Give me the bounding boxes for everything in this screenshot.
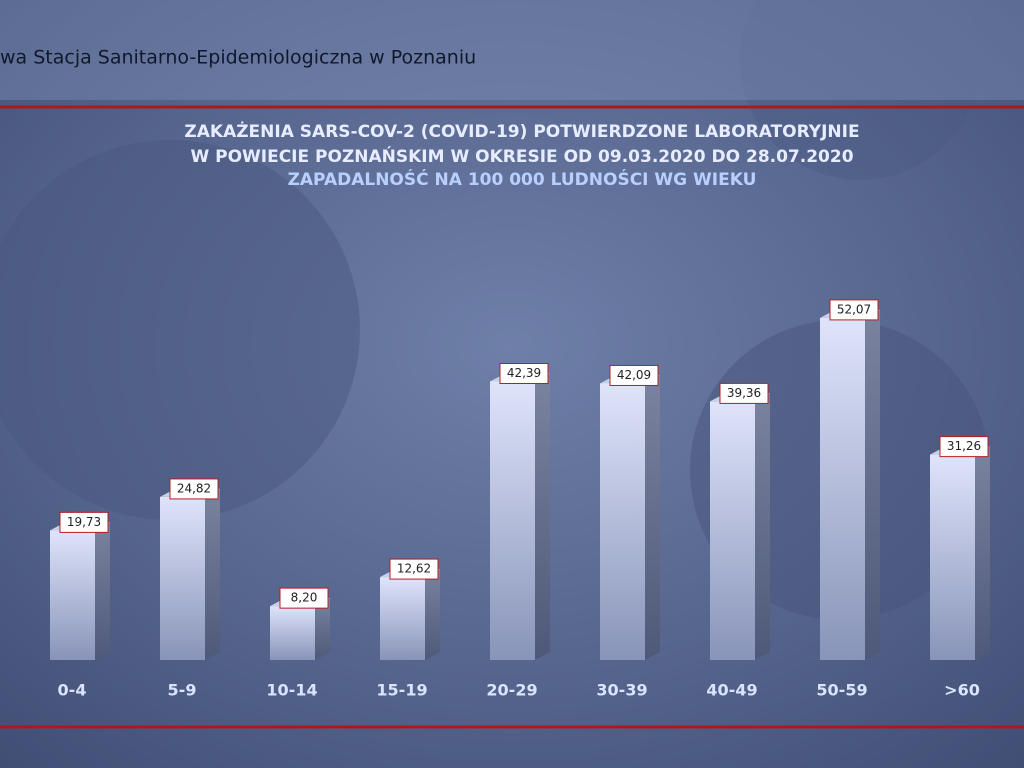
bar-side xyxy=(95,522,110,660)
bar xyxy=(160,496,205,660)
value-label-box xyxy=(939,436,989,458)
value-label-box xyxy=(499,362,549,384)
bar-side xyxy=(865,309,880,660)
value-label-box xyxy=(169,478,219,500)
bar-side xyxy=(975,446,990,660)
bar-side xyxy=(425,569,440,660)
header-text: wa Stacja Sanitarno-Epidemiologiczna w P… xyxy=(0,47,476,69)
bar xyxy=(930,454,975,660)
subtitle: ZAPADALNOŚĆ NA 100 000 LUDNOŚCI WG WIEKU xyxy=(288,168,757,190)
bar-side xyxy=(755,393,770,660)
bar xyxy=(50,530,95,660)
category-label: 30-39 xyxy=(596,681,647,700)
value-label-box xyxy=(609,364,659,386)
category-label: 10-14 xyxy=(266,681,317,700)
virus-shape xyxy=(740,0,980,180)
value-label: 8,20 xyxy=(291,591,318,605)
value-label: 19,73 xyxy=(67,515,101,529)
value-label-box xyxy=(719,382,769,404)
value-label: 12,62 xyxy=(397,562,431,576)
category-label: >60 xyxy=(944,681,980,700)
value-label: 42,09 xyxy=(617,368,651,382)
bar xyxy=(270,606,315,660)
bar-side xyxy=(205,488,220,660)
category-label: 15-19 xyxy=(376,681,427,700)
value-label: 42,39 xyxy=(507,366,541,380)
bar-side xyxy=(535,373,550,660)
value-label: 24,82 xyxy=(177,481,211,495)
virus-shape xyxy=(0,140,360,520)
bar-side xyxy=(645,375,660,660)
category-label: 0-4 xyxy=(58,681,87,700)
bar xyxy=(710,401,755,660)
bar xyxy=(600,383,645,660)
value-label: 39,36 xyxy=(727,386,761,400)
bar xyxy=(490,381,535,660)
bar xyxy=(820,317,865,660)
value-label-box xyxy=(59,511,109,533)
value-label: 52,07 xyxy=(837,302,871,316)
category-label: 50-59 xyxy=(816,681,867,700)
title-line: ZAKAŻENIA SARS-COV-2 (COVID-19) POTWIERD… xyxy=(184,120,859,142)
value-label: 31,26 xyxy=(947,439,981,453)
category-label: 40-49 xyxy=(706,681,757,700)
header-band xyxy=(0,0,1024,100)
value-label-box xyxy=(389,558,439,580)
value-label-box xyxy=(829,299,879,321)
bar-side xyxy=(315,598,330,660)
value-label-box xyxy=(279,587,329,609)
title-line: W POWIECIE POZNAŃSKIM W OKRESIE OD 09.03… xyxy=(190,145,853,167)
category-label: 5-9 xyxy=(168,681,197,700)
category-label: 20-29 xyxy=(486,681,537,700)
bar xyxy=(380,577,425,660)
